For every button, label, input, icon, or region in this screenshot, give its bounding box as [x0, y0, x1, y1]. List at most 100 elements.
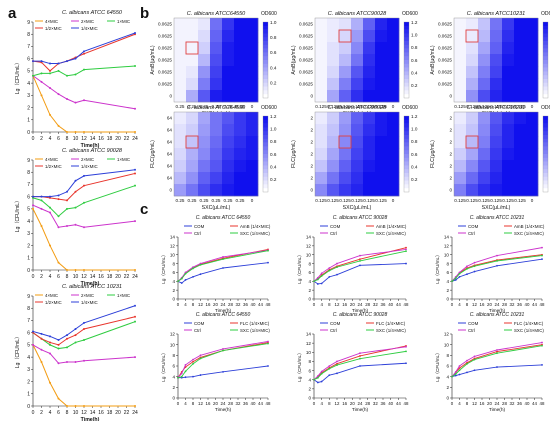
x-tick-label: 20: [350, 302, 355, 307]
heatmap-cell: [222, 66, 235, 79]
colorbar-segment: [263, 90, 268, 95]
heatmap-cell: [339, 90, 352, 103]
heatmap-cell: [490, 136, 503, 149]
data-point: [57, 362, 60, 365]
heatmap-cell: [198, 90, 211, 103]
col-label: 0.125: [478, 104, 490, 109]
data-point: [405, 345, 407, 348]
data-point: [74, 405, 77, 407]
data-point: [49, 113, 51, 116]
colorbar-segment: [263, 119, 268, 124]
heatmap-cell: [375, 66, 388, 79]
colorbar-segment: [263, 157, 268, 162]
data-point: [336, 266, 338, 269]
x-tick-label: 10: [73, 410, 79, 416]
colorbar-segment: [543, 123, 548, 128]
heatmap-cell: [234, 42, 247, 55]
data-point: [496, 264, 498, 267]
y-tick-label: 12: [444, 244, 450, 249]
colorbar-tick: 0.4: [411, 70, 418, 75]
heatmap-cell: [363, 148, 376, 161]
data-point: [74, 206, 77, 209]
data-point: [359, 254, 361, 257]
heatmap-cell: [186, 160, 199, 173]
colorbar-segment: [543, 180, 548, 185]
data-point: [40, 332, 43, 335]
heatmap-cell: [454, 90, 467, 103]
col-label: 0.25: [212, 104, 221, 109]
heatmap-cell: [339, 42, 352, 55]
heatmap-cell: [526, 160, 539, 173]
data-point: [40, 72, 43, 75]
heatmap-title: C. albicans ATCC90028: [328, 11, 387, 17]
row-label: 2: [449, 164, 452, 169]
x-tick-label: 12: [198, 302, 203, 307]
colorbar-frame: [542, 21, 549, 99]
data-point: [336, 362, 338, 365]
heatmap-cell: [466, 148, 479, 161]
heatmap-cell: [222, 184, 235, 197]
heatmap-cell: [387, 160, 400, 173]
heatmap-cell: [478, 54, 491, 67]
colorbar-segment: [543, 44, 548, 49]
x-tick-label: 8: [66, 136, 69, 142]
x-tick-label: 12: [81, 410, 87, 416]
legend-label: 1×MIC: [117, 19, 130, 24]
colorbar-segment: [404, 25, 409, 30]
heatmap-cell: [186, 54, 199, 67]
heatmap-cell: [339, 78, 352, 91]
chart-title: C. albicans ATCC 64550: [62, 10, 123, 16]
data-point: [74, 328, 77, 330]
time-kill-chart-1: C. albicans ATCC 90028 4×MIC 2×MIC 1×MIC 1/2…: [15, 148, 138, 287]
data-point: [40, 207, 43, 210]
y-axis-label: Lg（CFU/mL）: [161, 350, 166, 381]
data-point: [66, 405, 68, 407]
heatmap-cell: [246, 18, 259, 31]
y-tick-label: 5: [27, 69, 30, 75]
heatmap-cell: [327, 136, 340, 149]
y-tick-label: 0: [308, 396, 311, 401]
colorbar-segment: [263, 79, 268, 84]
x-tick-label: 40: [525, 401, 530, 406]
y-tick-label: 0: [172, 297, 175, 302]
col-label: 0.125: [514, 104, 526, 109]
colorbar-segment: [404, 52, 409, 57]
heatmap-cell: [375, 78, 388, 91]
chart-title: C. albicans ATCC 90028: [333, 312, 388, 318]
heatmap-cell: [339, 172, 352, 185]
colorbar-segment: [404, 75, 409, 80]
data-point: [66, 346, 68, 349]
heatmap-cell: [466, 18, 479, 31]
data-point: [466, 267, 468, 270]
legend-label: 1×MIC: [117, 157, 130, 162]
colorbar-tick: 1.2: [411, 20, 418, 25]
time-kill-chart-2: C. albicans ATCC 10231 4×MIC 2×MIC 1×MIC 1/2…: [15, 284, 138, 421]
colorbar-label: OD600: [541, 105, 550, 111]
col-label: 0.25: [236, 104, 245, 109]
heatmap-y-label: AmB(μg/mL): [430, 45, 436, 74]
data-point: [83, 321, 85, 324]
heatmap-cell: [186, 184, 199, 197]
x-tick-label: 20: [213, 302, 218, 307]
heatmap-cell: [490, 184, 503, 197]
x-tick-label: 24: [358, 302, 363, 307]
data-point: [57, 261, 60, 264]
colorbar-segment: [263, 146, 268, 151]
x-tick-label: 32: [236, 302, 241, 307]
row-label: 2: [449, 116, 452, 121]
x-tick-label: 8: [66, 410, 69, 416]
series-line: [32, 305, 136, 341]
data-point: [184, 271, 187, 274]
row-label: 64: [167, 128, 173, 133]
x-tick-label: 24: [132, 274, 138, 280]
heatmap-cell: [222, 90, 235, 103]
data-point: [32, 74, 34, 77]
heatmap-cell: [186, 148, 199, 161]
data-point: [496, 366, 498, 368]
x-tick-label: 22: [124, 410, 130, 416]
heatmap-cell: [387, 18, 400, 31]
row-label: 2: [449, 140, 452, 145]
row-label: 0.0625: [158, 22, 172, 27]
colorbar-segment: [263, 135, 268, 140]
series-line: [32, 185, 136, 217]
